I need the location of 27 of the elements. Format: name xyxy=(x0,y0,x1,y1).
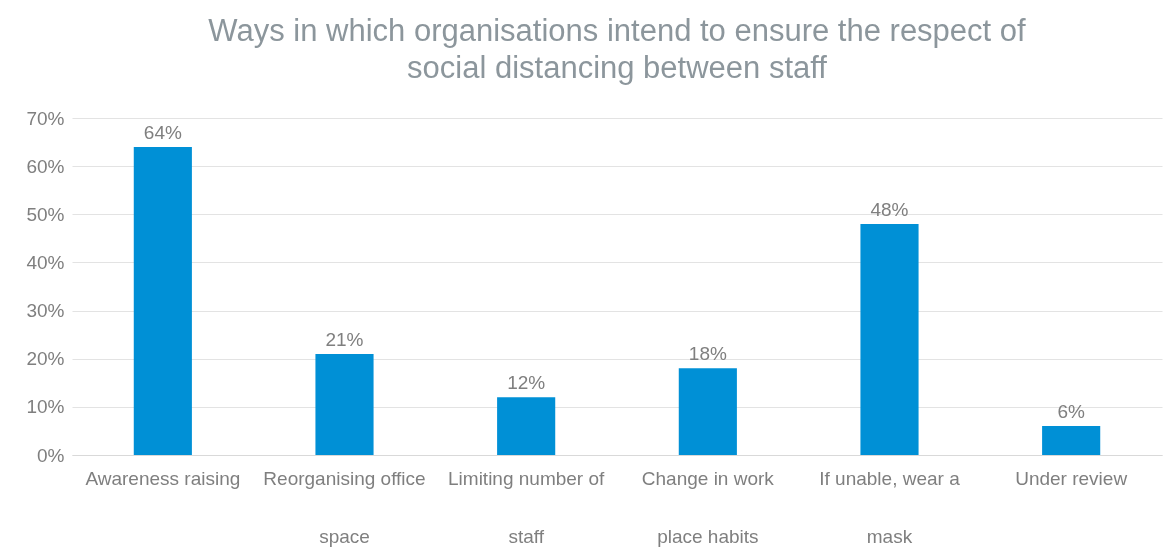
bar xyxy=(315,353,374,455)
y-tick-label: 0% xyxy=(37,444,65,466)
category-label: Reorganising office space xyxy=(263,467,426,547)
y-tick-label: 30% xyxy=(26,300,65,322)
data-label: 48% xyxy=(870,198,909,220)
bar xyxy=(133,146,192,455)
data-label: 12% xyxy=(507,372,546,394)
y-tick-label: 20% xyxy=(26,348,65,370)
bar xyxy=(860,223,919,455)
y-tick-label: 40% xyxy=(26,251,65,273)
chart-title: Ways in which organisations intend to ensure the respect of social distancing between staff xyxy=(208,13,1027,85)
category-label: Change in work place habits xyxy=(641,467,774,547)
bar xyxy=(1042,426,1101,455)
data-label: 21% xyxy=(325,328,364,350)
x-tick-label: Awareness raising xyxy=(85,467,241,489)
bar xyxy=(678,368,737,455)
bar xyxy=(497,397,556,455)
y-tick-label: 10% xyxy=(26,396,65,418)
category-label: If unable, wear a mask xyxy=(819,467,960,547)
data-label: 64% xyxy=(143,121,182,143)
y-tick-label: 50% xyxy=(26,203,65,225)
x-tick-label: Under review xyxy=(1015,467,1128,489)
data-label: 18% xyxy=(688,343,727,365)
category-label: Limiting number of staff xyxy=(448,467,605,547)
data-label: 6% xyxy=(1057,401,1085,423)
y-tick-label: 60% xyxy=(26,155,65,177)
y-tick-label: 70% xyxy=(26,107,65,129)
